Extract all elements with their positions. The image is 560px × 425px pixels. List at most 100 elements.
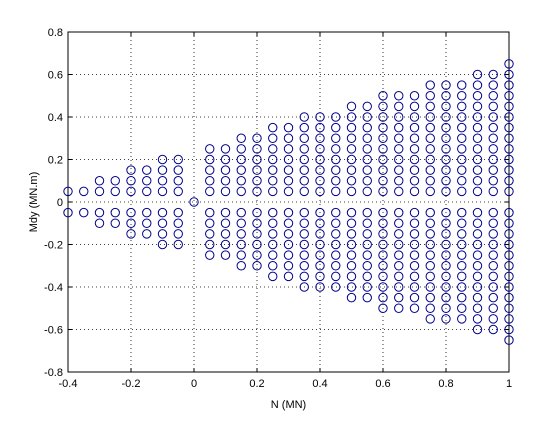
data-point	[346, 229, 357, 239]
data-point	[315, 133, 325, 143]
data-point	[299, 250, 309, 260]
data-point	[315, 261, 325, 271]
data-point	[425, 292, 435, 303]
data-point	[378, 154, 388, 165]
data-point	[236, 133, 246, 143]
data-point	[425, 165, 435, 175]
data-point	[236, 186, 246, 197]
data-point	[362, 133, 372, 143]
data-point	[173, 239, 183, 250]
data-point	[425, 133, 435, 143]
data-point	[425, 261, 435, 271]
data-point	[268, 165, 278, 175]
data-point	[394, 186, 404, 197]
data-point	[173, 186, 183, 197]
data-point	[425, 80, 435, 90]
data-point	[488, 250, 498, 260]
data-point	[362, 207, 372, 218]
data-point	[488, 122, 498, 133]
x-tick-label: 0.8	[438, 378, 453, 390]
data-point	[394, 122, 404, 133]
data-point	[252, 218, 262, 228]
data-point	[268, 176, 278, 186]
data-point	[236, 229, 246, 239]
data-point	[378, 261, 388, 271]
data-point	[283, 165, 294, 175]
x-tick-label: -0.2	[122, 378, 141, 390]
data-point	[457, 282, 467, 292]
data-point	[378, 239, 388, 250]
data-point	[488, 314, 498, 324]
data-point	[472, 271, 483, 282]
data-point	[378, 218, 388, 228]
data-point	[283, 218, 294, 228]
data-point	[236, 239, 246, 250]
data-point	[331, 186, 341, 197]
y-tick-label: 0.4	[48, 112, 63, 124]
data-point	[504, 59, 514, 69]
data-point	[472, 314, 483, 324]
data-point	[268, 207, 278, 218]
data-point	[346, 239, 357, 250]
data-point	[441, 239, 451, 250]
data-point	[220, 207, 231, 218]
data-point	[488, 229, 498, 239]
data-point	[268, 218, 278, 228]
data-point	[205, 154, 215, 165]
y-tick-label: 0.6	[48, 70, 63, 82]
data-point	[394, 250, 404, 260]
data-point	[504, 250, 514, 260]
data-point	[409, 250, 420, 260]
data-point	[504, 122, 514, 133]
data-point	[394, 144, 404, 154]
data-point	[236, 250, 246, 260]
data-point	[331, 282, 341, 292]
data-point	[142, 186, 152, 197]
data-point	[157, 165, 168, 175]
data-point	[425, 303, 435, 313]
data-point	[205, 250, 215, 260]
data-point	[94, 176, 105, 186]
data-point	[362, 261, 372, 271]
data-point	[205, 165, 215, 175]
data-point	[457, 229, 467, 239]
data-point	[472, 154, 483, 165]
data-point	[409, 101, 420, 112]
data-point	[236, 165, 246, 175]
x-tick-label: 0.6	[375, 378, 390, 390]
data-point	[331, 218, 341, 228]
data-point	[504, 282, 514, 292]
data-point	[504, 335, 514, 345]
data-point	[394, 261, 404, 271]
data-point	[441, 80, 451, 90]
data-point	[252, 207, 262, 218]
data-point	[268, 261, 278, 271]
data-point	[346, 133, 357, 143]
data-point	[504, 314, 514, 324]
data-point	[488, 186, 498, 197]
data-point	[394, 101, 404, 112]
data-point	[252, 229, 262, 239]
data-point	[457, 239, 467, 250]
data-point	[472, 218, 483, 228]
data-point	[409, 218, 420, 228]
data-point	[362, 122, 372, 133]
data-point	[362, 186, 372, 197]
data-point	[504, 292, 514, 303]
data-point	[142, 207, 152, 218]
data-point	[252, 165, 262, 175]
data-point	[331, 112, 341, 122]
data-point	[283, 176, 294, 186]
data-point	[409, 239, 420, 250]
x-tick-label: 1	[506, 378, 512, 390]
data-point	[457, 303, 467, 313]
data-point	[457, 186, 467, 197]
data-point	[220, 176, 231, 186]
data-point	[378, 271, 388, 282]
data-point	[504, 91, 514, 101]
data-point	[362, 165, 372, 175]
data-point	[346, 282, 357, 292]
data-point	[488, 292, 498, 303]
data-point	[488, 112, 498, 122]
